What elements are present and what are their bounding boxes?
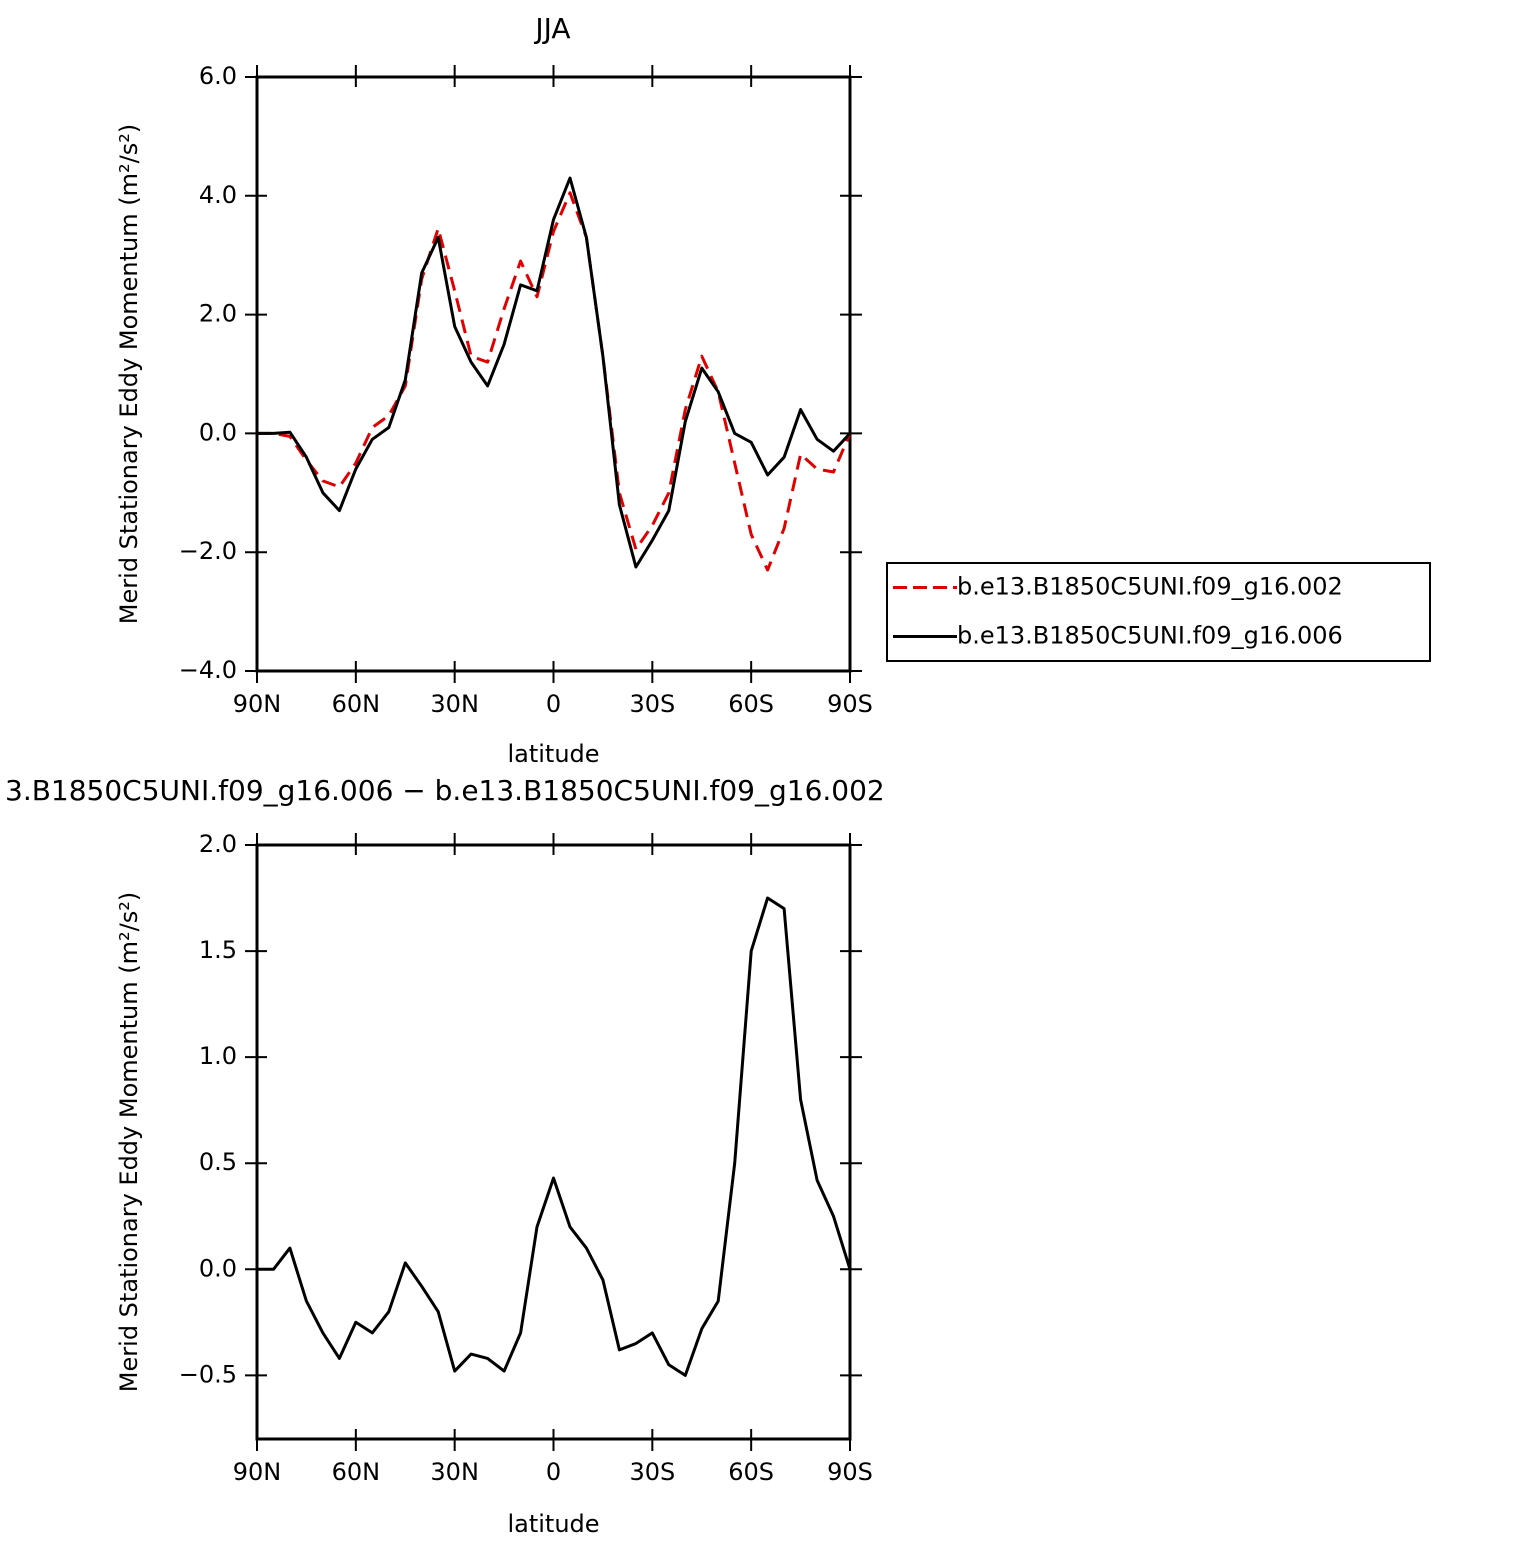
- legend-label: b.e13.B1850C5UNI.f09_g16.006: [957, 622, 1343, 650]
- y-tick-label: −4.0: [179, 656, 237, 684]
- legend-label: b.e13.B1850C5UNI.f09_g16.002: [957, 573, 1343, 601]
- y-tick-label: 0.0: [199, 418, 237, 446]
- y-axis-label: Merid Stationary Eddy Momentum (m²/s²): [115, 124, 143, 624]
- x-axis-label: latitude: [507, 740, 599, 768]
- x-tick-label: 60N: [332, 1458, 381, 1486]
- x-tick-label: 0: [546, 1458, 561, 1486]
- y-tick-label: 1.0: [199, 1042, 237, 1070]
- y-tick-label: −2.0: [179, 537, 237, 565]
- x-tick-label: 30N: [430, 690, 479, 718]
- chart-title: JJA: [533, 12, 570, 45]
- x-tick-label: 90S: [827, 690, 873, 718]
- y-tick-label: 0.0: [199, 1254, 237, 1282]
- y-tick-label: 0.5: [199, 1148, 237, 1176]
- y-tick-label: 2.0: [199, 830, 237, 858]
- x-tick-label: 60N: [332, 690, 381, 718]
- x-axis-label: latitude: [507, 1510, 599, 1538]
- x-tick-label: 30S: [629, 1458, 675, 1486]
- legend-box: [886, 562, 1431, 662]
- x-tick-label: 90S: [827, 1458, 873, 1486]
- y-tick-label: −0.5: [179, 1360, 237, 1388]
- series-line: [257, 896, 852, 1377]
- x-tick-label: 60S: [728, 1458, 774, 1486]
- plot-frame: [255, 843, 852, 1441]
- series-line: [257, 176, 852, 569]
- x-tick-label: 90N: [233, 1458, 282, 1486]
- y-tick-label: 1.5: [199, 936, 237, 964]
- x-tick-label: 90N: [233, 690, 282, 718]
- y-axis-label: Merid Stationary Eddy Momentum (m²/s²): [115, 892, 143, 1392]
- y-tick-label: 4.0: [199, 181, 237, 209]
- x-tick-label: 0: [546, 690, 561, 718]
- chart-title: 3.B1850C5UNI.f09_g16.006 − b.e13.B1850C5…: [5, 774, 885, 807]
- x-tick-label: 30S: [629, 690, 675, 718]
- x-tick-label: 60S: [728, 690, 774, 718]
- x-tick-label: 30N: [430, 1458, 479, 1486]
- y-tick-label: 6.0: [199, 62, 237, 90]
- y-tick-label: 2.0: [199, 300, 237, 328]
- plot-frame: [255, 75, 852, 673]
- series-line: [257, 191, 852, 572]
